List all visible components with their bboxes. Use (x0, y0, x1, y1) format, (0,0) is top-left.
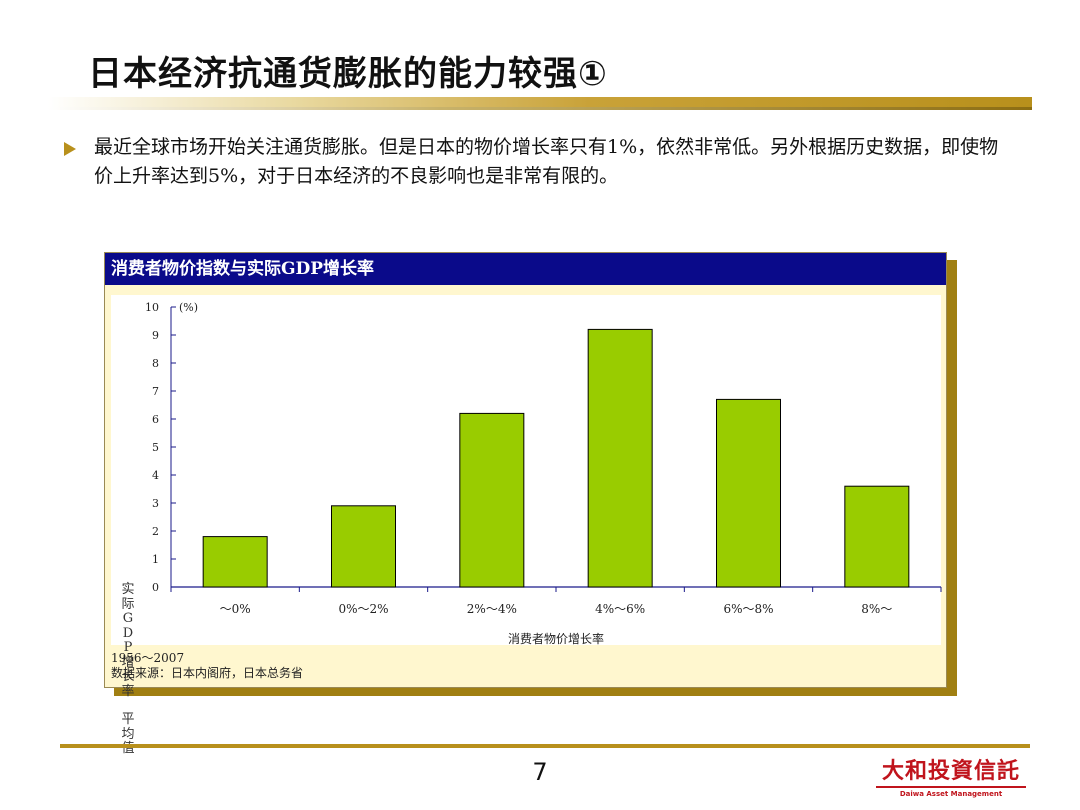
x-tick-label: 4%～6% (595, 602, 645, 616)
bar-6 (844, 485, 910, 588)
logo-underline (876, 786, 1026, 788)
y-tick-label: 1 (152, 553, 159, 566)
chart-header: 消费者物价指数与实际GDP增长率 (105, 253, 946, 285)
footnote-source: 数据来源：日本内阁府，日本总务省 (111, 666, 304, 680)
footnote-period: 1956～2007 (111, 651, 185, 665)
y-tick-label: 5 (152, 441, 159, 454)
y-tick-label: 6 (152, 413, 159, 426)
bar-3 (459, 412, 525, 588)
x-tick-label: 6%～8% (723, 602, 773, 616)
logo-text-cn: 大和投資信託 (881, 758, 1020, 784)
bar-1 (202, 536, 268, 588)
y-tick-label: 10 (145, 301, 159, 314)
chart-footnote: 1956～2007 数据来源：日本内阁府，日本总务省 (111, 651, 303, 681)
bar-chart: 0 1 2 3 4 5 6 7 8 9 10 (%) ～0% 0%～2% 2%～4% 4%～6% 6%～8% 8%… (145, 301, 942, 646)
x-tick-label: 2%～4% (467, 602, 517, 616)
slide-title: 日本经济抗通货膨胀的能力较强① (88, 54, 608, 94)
y-tick-label: 7 (152, 385, 159, 398)
y-tick-label: 8 (152, 357, 159, 370)
y-tick-label: 3 (152, 497, 159, 510)
x-tick-label: ～0% (220, 602, 251, 616)
x-tick-label: 8%～ (861, 602, 892, 616)
bar-5 (716, 398, 781, 588)
bar-2 (331, 505, 396, 588)
chart-panel: 消费者物价指数与实际GDP增长率 0 1 2 3 4 5 6 7 8 9 10 (%) ～0% 0%～2%… (104, 252, 947, 756)
title-divider-shadow (48, 107, 1032, 110)
y-tick-label: 9 (152, 329, 159, 342)
bullet-text: 最近全球市场开始关注通货膨胀。但是日本的物价增长率只有1%，依然非常低。另外根据… (94, 136, 999, 187)
bar-4 (587, 328, 653, 588)
y-unit-label: (%) (179, 301, 198, 314)
bullet-arrow-icon (64, 142, 76, 156)
footer-divider (60, 744, 1030, 748)
page-number: 7 (532, 758, 548, 786)
y-tick-label: 4 (152, 469, 159, 482)
y-tick-label: 0 (152, 581, 159, 594)
logo-text-en: Daiwa Asset Management (899, 790, 1003, 798)
company-logo: 大和投資信託 Daiwa Asset Management (876, 758, 1026, 799)
y-tick-label: 2 (152, 525, 159, 538)
x-tick-label: 0%～2% (338, 602, 388, 616)
x-axis-label: 消费者物价增长率 (508, 631, 604, 646)
title-divider (48, 97, 1032, 107)
